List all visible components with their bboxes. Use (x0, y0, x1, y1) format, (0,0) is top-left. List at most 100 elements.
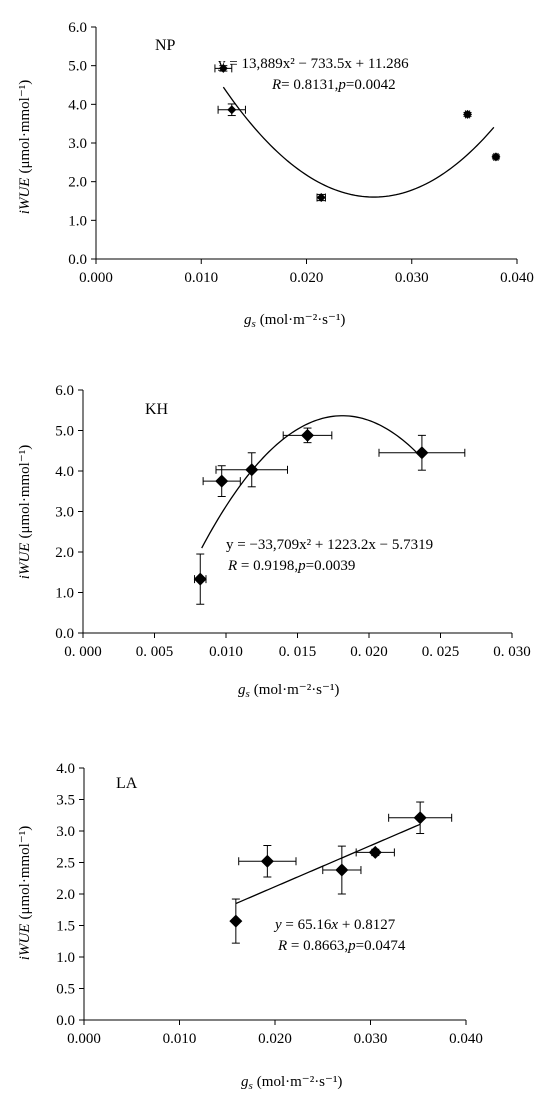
chart-panel-np: 0.0 1.0 2.0 3.0 4.0 5.0 6.0 0.000 0.010 0.020 0.03… (17, 20, 534, 330)
chart-panel-kh: 0.0 1.0 2.0 3.0 4.0 5.0 6.0 0. 000 0. 005 0.010 0.… (17, 383, 531, 700)
kh-p-value: =0.0039 (306, 558, 356, 574)
la-x-subscript: s (249, 1080, 253, 1092)
la-data-point (368, 845, 382, 859)
la-eq-y: y (273, 917, 282, 933)
np-x-tick-label: 0.000 (79, 270, 113, 286)
kh-y-tick-label: 4.0 (55, 464, 74, 480)
la-data-point (260, 854, 274, 868)
la-eq-x: x (330, 917, 338, 933)
kh-fit-line (201, 415, 417, 549)
kh-data-marks: 0.0 1.0 2.0 3.0 4.0 5.0 6.0 0. 000 0. 005 0.010 0.… (55, 383, 531, 660)
kh-data-point (301, 428, 315, 442)
la-data-marks: 0.0 0.5 1.0 1.5 2.0 2.5 3.0 3.5 4.0 0.000 0.010 0.0… (56, 761, 483, 1047)
np-data-point (316, 193, 326, 203)
la-panel-label: LA (116, 775, 138, 792)
la-x-tick-label: 0.010 (163, 1031, 197, 1047)
np-y-tick-label: 5.0 (68, 59, 87, 75)
kh-data-point (245, 463, 259, 477)
np-data-point (491, 152, 501, 162)
la-x-axis-label: gs (mol·m⁻²·s⁻¹) (241, 1074, 342, 1092)
np-data-point (218, 63, 228, 73)
np-fit-line (222, 86, 495, 198)
la-fit-line (235, 823, 421, 905)
np-y-tick-label: 2.0 (68, 175, 87, 191)
la-y-unit: (μmol·mmol⁻¹) (17, 826, 33, 920)
la-p-symbol: p (347, 938, 356, 954)
np-y-symbol: iWUE (17, 178, 33, 215)
kh-x-tick-label: 0. 030 (493, 644, 531, 660)
la-r-symbol: R (277, 938, 287, 954)
np-x-tick-label: 0.040 (500, 270, 534, 286)
la-x-unit: (mol·m⁻²·s⁻¹) (257, 1074, 343, 1090)
np-x-tick-label: 0.030 (395, 270, 429, 286)
la-fit-equation: y = 65.16x + 0.8127 (273, 917, 396, 933)
kh-x-symbol: g (238, 682, 246, 698)
np-p-value: =0.0042 (346, 77, 396, 93)
la-eq-intercept: + 0.8127 (338, 917, 396, 933)
kh-y-tick-label: 0.0 (55, 626, 74, 642)
la-p-value: =0.0474 (356, 938, 406, 954)
kh-panel-label: KH (145, 401, 169, 418)
la-x-tick-label: 0.040 (449, 1031, 483, 1047)
la-data-point (335, 863, 349, 877)
la-y-tick-label: 4.0 (56, 761, 75, 777)
kh-data-point (215, 474, 229, 488)
la-eq-slope: = 65.16 (282, 917, 332, 933)
la-data-point (413, 811, 427, 825)
la-data-point (229, 914, 243, 928)
kh-y-tick-label: 5.0 (55, 424, 74, 440)
la-x-tick-label: 0.000 (67, 1031, 101, 1047)
np-y-tick-label: 3.0 (68, 136, 87, 152)
np-y-tick-label: 1.0 (68, 213, 87, 229)
kh-p-symbol: p (297, 558, 306, 574)
la-y-tick-label: 2.0 (56, 887, 75, 903)
kh-fit-equation: y = −33,709x² + 1223.2x − 5.7319 (226, 537, 433, 553)
np-x-subscript: s (252, 318, 256, 330)
np-x-tick-label: 0.010 (184, 270, 218, 286)
np-data-marks: 0.0 1.0 2.0 3.0 4.0 5.0 6.0 0.000 0.010 0.020 0.03… (68, 20, 534, 286)
la-y-tick-label: 3.5 (56, 793, 75, 809)
kh-fit-statistics: R = 0.9198,p=0.0039 (227, 558, 355, 574)
la-r-value: = 0.8663, (287, 938, 348, 954)
np-data-point (227, 105, 237, 115)
kh-y-tick-label: 2.0 (55, 545, 74, 561)
la-fit-statistics: R = 0.8663,p=0.0474 (277, 938, 406, 954)
kh-x-tick-label: 0. 005 (136, 644, 174, 660)
np-x-tick-label: 0.020 (290, 270, 324, 286)
la-y-tick-label: 2.5 (56, 856, 75, 872)
la-y-tick-label: 1.0 (56, 950, 75, 966)
kh-x-tick-label: 0. 020 (350, 644, 388, 660)
kh-r-value: = 0.9198, (237, 558, 298, 574)
la-y-tick-label: 3.0 (56, 824, 75, 840)
kh-data-point (193, 572, 207, 586)
np-data-point (463, 109, 473, 119)
kh-y-tick-label: 3.0 (55, 505, 74, 521)
np-y-tick-label: 4.0 (68, 97, 87, 113)
np-panel-label: NP (155, 37, 176, 54)
kh-y-symbol: iWUE (17, 543, 33, 580)
np-x-unit: (mol·m⁻²·s⁻¹) (260, 312, 346, 328)
np-r-symbol: R (271, 77, 281, 93)
la-x-symbol: g (241, 1074, 249, 1090)
la-y-tick-label: 0.5 (56, 982, 75, 998)
kh-y-tick-label: 1.0 (55, 586, 74, 602)
chart-panel-la: 0.0 0.5 1.0 1.5 2.0 2.5 3.0 3.5 4.0 0.000 0.010 0.0… (17, 761, 483, 1092)
la-y-symbol: iWUE (17, 924, 33, 961)
np-fit-equation: y = 13,889x² − 733.5x + 11.286 (218, 56, 409, 72)
kh-x-tick-label: 0. 025 (422, 644, 460, 660)
kh-r-symbol: R (227, 558, 237, 574)
kh-y-unit: (μmol·mmol⁻¹) (17, 445, 33, 539)
kh-x-tick-label: 0. 015 (279, 644, 317, 660)
kh-x-tick-label: 0. 000 (64, 644, 102, 660)
la-x-tick-label: 0.030 (354, 1031, 388, 1047)
np-r-value: = 0.8131, (281, 77, 338, 93)
kh-x-tick-label: 0.010 (209, 644, 243, 660)
kh-y-axis-label: iWUE (μmol·mmol⁻¹) (17, 445, 33, 579)
np-p-symbol: p (337, 77, 346, 93)
kh-x-unit: (mol·m⁻²·s⁻¹) (254, 682, 340, 698)
kh-y-tick-label: 6.0 (55, 383, 74, 399)
kh-x-subscript: s (246, 688, 250, 700)
la-y-tick-label: 1.5 (56, 919, 75, 935)
la-y-tick-label: 0.0 (56, 1013, 75, 1029)
